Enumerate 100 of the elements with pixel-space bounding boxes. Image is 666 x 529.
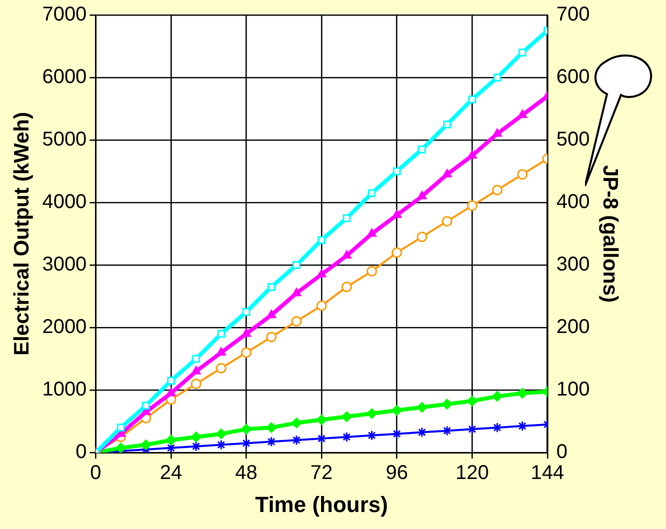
point xyxy=(518,110,527,118)
y-axis-title: Electrical Output (kWeh) xyxy=(10,112,34,356)
y-tick-label: 7000 xyxy=(42,4,87,26)
point xyxy=(392,405,402,416)
point xyxy=(466,424,478,434)
point xyxy=(492,422,502,433)
point xyxy=(140,440,152,450)
y-tick-label: 4000 xyxy=(42,191,87,214)
y2-tick-label: 300 xyxy=(556,254,590,276)
point xyxy=(316,300,327,311)
x-tick-label: 0 xyxy=(90,462,102,484)
point xyxy=(341,411,352,422)
point xyxy=(316,269,326,278)
point xyxy=(493,74,502,82)
point xyxy=(467,150,477,159)
point xyxy=(417,191,427,200)
point xyxy=(368,189,376,198)
point xyxy=(418,145,426,154)
point xyxy=(241,347,252,358)
point xyxy=(416,427,428,438)
y2-tick-label: 200 xyxy=(556,316,590,338)
point xyxy=(216,362,226,374)
y2-tick-label: 400 xyxy=(556,191,590,214)
point xyxy=(166,388,176,396)
y2-tick-label: 700 xyxy=(556,4,590,26)
x-tick-label: 96 xyxy=(386,462,408,484)
point xyxy=(466,396,478,406)
y2-tick-label: 0 xyxy=(556,441,568,464)
point xyxy=(492,391,502,402)
x-tick-label: 144 xyxy=(530,462,564,484)
point xyxy=(468,95,476,104)
point xyxy=(416,402,428,413)
point xyxy=(292,261,300,269)
point xyxy=(217,330,226,338)
point xyxy=(392,167,401,176)
point xyxy=(291,316,302,327)
point xyxy=(342,214,351,222)
point xyxy=(291,434,302,446)
point xyxy=(342,250,352,259)
point xyxy=(266,422,277,433)
point xyxy=(216,347,226,356)
y2-tick-label: 600 xyxy=(556,66,590,88)
point xyxy=(266,332,277,342)
point xyxy=(242,328,251,337)
point xyxy=(216,440,226,450)
point xyxy=(190,441,202,452)
point xyxy=(142,402,150,410)
y-tick-label: 6000 xyxy=(42,66,87,88)
point xyxy=(392,428,402,440)
point xyxy=(316,433,327,444)
point xyxy=(216,428,226,440)
y2-axis-title: JP-8 (gallons) xyxy=(598,164,622,303)
point xyxy=(416,232,428,242)
point xyxy=(191,366,201,374)
y-tick-label: 2000 xyxy=(42,316,87,338)
point xyxy=(492,184,502,196)
point xyxy=(318,236,326,244)
y2-tick-label: 500 xyxy=(556,128,590,151)
point xyxy=(518,48,526,56)
point xyxy=(241,438,252,448)
point xyxy=(367,228,376,237)
y-tick-label: 3000 xyxy=(42,254,87,276)
point xyxy=(266,310,276,318)
point xyxy=(266,436,277,447)
point xyxy=(241,424,252,434)
y-tick-label: 1000 xyxy=(42,378,87,401)
point xyxy=(392,247,402,258)
point xyxy=(242,308,250,316)
point xyxy=(116,424,125,432)
x-tick-label: 72 xyxy=(310,462,333,484)
point xyxy=(466,200,478,211)
point xyxy=(116,442,126,453)
point xyxy=(292,288,302,296)
point xyxy=(192,354,200,363)
point xyxy=(190,378,202,390)
point xyxy=(492,128,502,137)
point xyxy=(291,418,302,428)
point xyxy=(392,210,402,218)
y-tick-label: 5000 xyxy=(42,128,87,151)
point xyxy=(366,266,378,277)
point xyxy=(517,169,528,180)
point xyxy=(366,408,378,419)
point xyxy=(166,442,176,453)
y2-tick-label: 100 xyxy=(556,378,590,401)
point xyxy=(366,430,378,441)
point xyxy=(167,376,175,385)
point xyxy=(267,283,276,291)
x-axis-title: Time (hours) xyxy=(255,492,388,517)
point xyxy=(166,434,176,446)
x-tick-label: 48 xyxy=(235,462,258,484)
point xyxy=(442,216,452,227)
point xyxy=(341,432,352,442)
point xyxy=(442,425,452,436)
point xyxy=(341,282,352,292)
point xyxy=(442,398,452,410)
point xyxy=(443,120,451,128)
point xyxy=(517,420,528,432)
point xyxy=(316,414,327,426)
point xyxy=(190,432,202,442)
y-tick-label: 0 xyxy=(76,441,87,464)
